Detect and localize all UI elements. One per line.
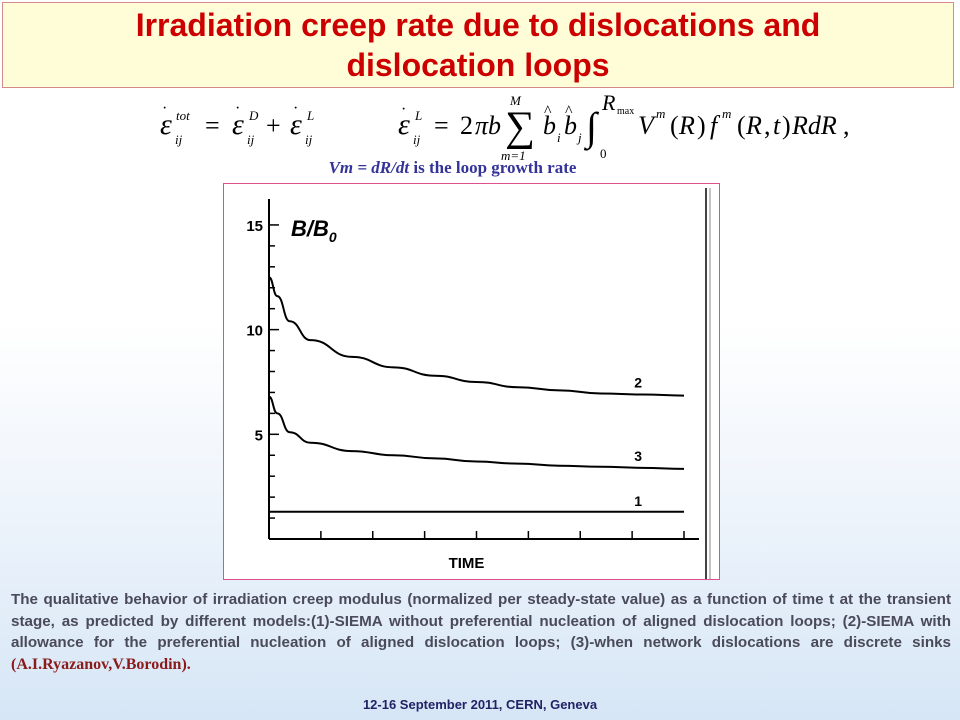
page-title: Irradiation creep rate due to dislocatio… bbox=[135, 7, 821, 83]
svg-text:f: f bbox=[710, 111, 721, 140]
svg-text:ε: ε bbox=[232, 108, 244, 141]
svg-text:m: m bbox=[656, 106, 665, 121]
svg-text:b: b bbox=[543, 111, 556, 140]
svg-text:L: L bbox=[414, 108, 422, 123]
svg-text:,: , bbox=[843, 111, 850, 140]
growth-rate-variable: Vm = dR/dt bbox=[328, 158, 410, 177]
caption-text: The qualitative behavior of irradiation … bbox=[11, 591, 951, 651]
svg-text:πb: πb bbox=[475, 111, 501, 140]
series-3-label: 3 bbox=[634, 448, 642, 464]
svg-text:·: · bbox=[162, 100, 167, 117]
svg-text:ε: ε bbox=[398, 108, 410, 141]
growth-rate-text: is the loop growth rate bbox=[409, 158, 577, 177]
svg-text:tot: tot bbox=[176, 108, 190, 123]
svg-text:max: max bbox=[617, 106, 634, 117]
svg-text:m=1: m=1 bbox=[501, 148, 526, 163]
svg-text:b: b bbox=[564, 111, 577, 140]
svg-text:ij: ij bbox=[175, 132, 183, 147]
y-tick-label: 10 bbox=[246, 323, 263, 340]
svg-text:·: · bbox=[293, 100, 298, 117]
svg-text:V: V bbox=[638, 111, 657, 140]
svg-text:·: · bbox=[401, 101, 406, 118]
svg-text:^: ^ bbox=[565, 103, 573, 120]
svg-text:R: R bbox=[601, 90, 616, 115]
svg-text:ε: ε bbox=[160, 108, 172, 141]
svg-text:0: 0 bbox=[600, 146, 607, 161]
svg-text:=: = bbox=[434, 111, 449, 140]
title-banner: Irradiation creep rate due to dislocatio… bbox=[2, 2, 954, 88]
figure-caption: The qualitative behavior of irradiation … bbox=[11, 589, 951, 675]
y-tick-label: 15 bbox=[246, 218, 263, 235]
series-2-label: 2 bbox=[634, 375, 642, 391]
series-3-line bbox=[268, 395, 685, 539]
caption-author: (A.I.Ryazanov,V.Borodin). bbox=[11, 655, 191, 673]
y-tick-label: 5 bbox=[255, 427, 263, 444]
svg-text:ε: ε bbox=[290, 108, 302, 141]
svg-text:): ) bbox=[782, 111, 791, 140]
svg-text:(: ( bbox=[737, 111, 746, 140]
series-1-label: 1 bbox=[634, 493, 642, 509]
svg-text:m: m bbox=[722, 106, 731, 121]
growth-rate-subtitle: Vm = dR/dt is the loop growth rate bbox=[0, 158, 905, 178]
svg-text:ij: ij bbox=[305, 132, 313, 147]
svg-text:+: + bbox=[266, 111, 281, 140]
svg-text:∑: ∑ bbox=[505, 104, 535, 150]
footer-conference: 12-16 September 2011, CERN, Geneva bbox=[362, 697, 598, 712]
svg-text:^: ^ bbox=[544, 103, 552, 120]
svg-text:M: M bbox=[509, 93, 522, 108]
svg-text:·: · bbox=[235, 100, 240, 117]
x-axis-label: TIME bbox=[449, 555, 485, 572]
svg-text:i: i bbox=[557, 130, 561, 145]
svg-text:ij: ij bbox=[413, 132, 421, 147]
loop-creep-rate-formula: ε · L ij = 2 πb ∑ M m=1 b ^ i b ^ j ∫ 0 … bbox=[398, 88, 858, 169]
svg-text:): ) bbox=[697, 111, 706, 140]
chart-title: B/B0 bbox=[291, 216, 337, 245]
creep-modulus-plot-frame: 5 10 15 B/B0 TIME 1 2 3 bbox=[223, 183, 720, 580]
creep-modulus-chart: 5 10 15 B/B0 TIME 1 2 3 bbox=[246, 188, 711, 579]
svg-text:L: L bbox=[306, 108, 314, 123]
svg-text:j: j bbox=[576, 130, 582, 145]
svg-text:RdR: RdR bbox=[791, 111, 837, 140]
svg-text:R: R bbox=[678, 111, 695, 140]
svg-text:R: R bbox=[745, 111, 762, 140]
svg-text:t: t bbox=[773, 111, 781, 140]
svg-text:D: D bbox=[248, 108, 259, 123]
svg-text:ij: ij bbox=[247, 132, 255, 147]
svg-text:,: , bbox=[764, 111, 771, 140]
svg-text:=: = bbox=[205, 111, 220, 140]
series-2-line bbox=[268, 276, 685, 539]
svg-text:∫: ∫ bbox=[583, 104, 600, 151]
svg-text:(: ( bbox=[670, 111, 679, 140]
total-creep-rate-formula: ε · tot ij = ε · D ij + ε · L ij bbox=[160, 96, 350, 161]
svg-text:2: 2 bbox=[460, 111, 473, 140]
